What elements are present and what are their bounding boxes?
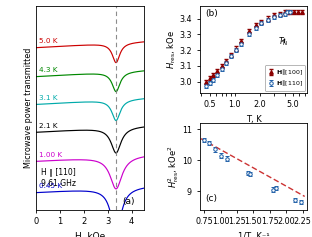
Text: (a): (a) — [122, 197, 134, 206]
Text: 4.3 K: 4.3 K — [39, 67, 57, 73]
Y-axis label: $H_\mathrm{res}$, kOe: $H_\mathrm{res}$, kOe — [165, 30, 178, 69]
Text: 0.45 K: 0.45 K — [39, 183, 62, 189]
X-axis label: H, kOe: H, kOe — [75, 232, 105, 237]
Text: 2.1 K: 2.1 K — [39, 123, 57, 129]
Y-axis label: Microwave power transmitted: Microwave power transmitted — [24, 48, 33, 168]
Text: 9.61 GHz: 9.61 GHz — [41, 179, 76, 188]
Y-axis label: $H^2_\mathrm{res}$, kOe$^2$: $H^2_\mathrm{res}$, kOe$^2$ — [166, 145, 181, 188]
Text: $T_\mathrm{N}$: $T_\mathrm{N}$ — [278, 36, 289, 48]
Text: 5.0 K: 5.0 K — [39, 38, 57, 45]
Text: 3.1 K: 3.1 K — [39, 95, 57, 101]
X-axis label: 1/T, K⁻¹: 1/T, K⁻¹ — [238, 232, 269, 237]
Legend: $\mathbf{H}\!\parallel\![100]$, $\mathbf{H}\!\parallel\![110]$: $\mathbf{H}\!\parallel\![100]$, $\mathbf… — [265, 65, 305, 91]
Text: H ∥ [110]: H ∥ [110] — [41, 167, 76, 176]
Text: 1.00 K: 1.00 K — [39, 152, 62, 158]
X-axis label: T, K: T, K — [246, 115, 261, 124]
Text: (b): (b) — [205, 9, 218, 18]
Text: (c): (c) — [205, 194, 217, 203]
